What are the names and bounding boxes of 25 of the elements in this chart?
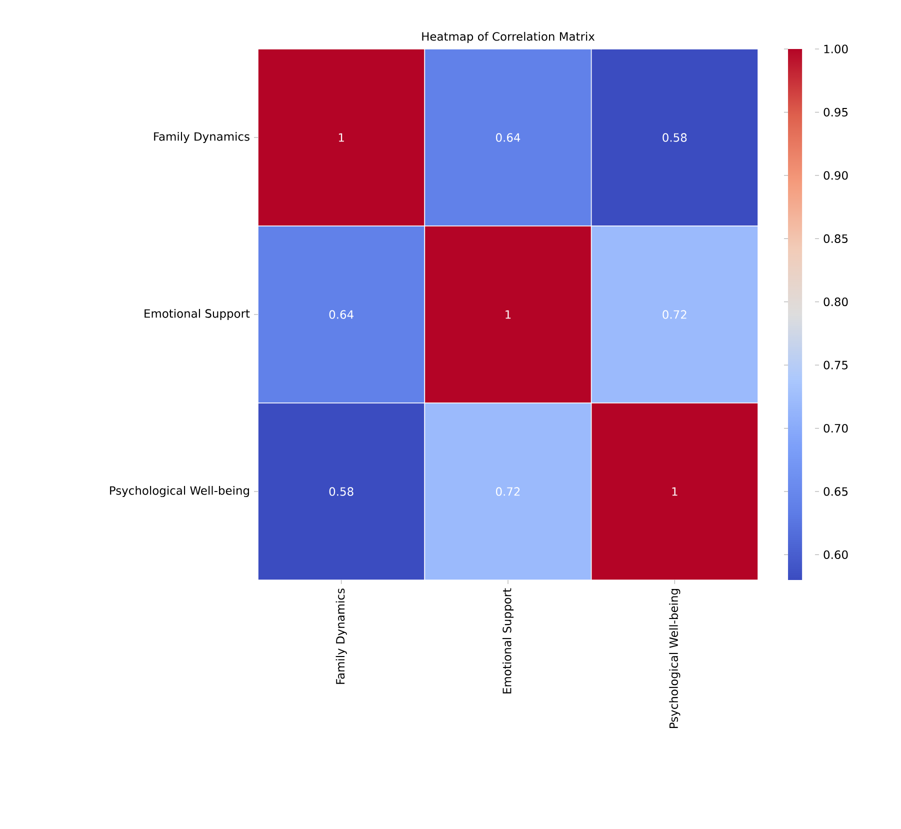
color-bar-label: 0.70 bbox=[824, 424, 848, 433]
data-label: 0.72 bbox=[662, 310, 686, 319]
data-label: 0.72 bbox=[496, 487, 520, 496]
x-tick-label: Emotional Support bbox=[502, 588, 514, 694]
chart-title: Heatmap of Correlation Matrix bbox=[422, 32, 595, 43]
y-tick-label: Psychological Well-being bbox=[110, 486, 249, 498]
y-tick-label: Family Dynamics bbox=[154, 132, 250, 144]
data-label: 0.64 bbox=[496, 133, 520, 142]
color-bar-label: 0.65 bbox=[824, 487, 848, 496]
data-label: 1 bbox=[338, 133, 344, 142]
color-bar-label: 0.75 bbox=[824, 360, 848, 370]
color-bar-label: 1.00 bbox=[824, 44, 848, 54]
color-bar-label: 0.90 bbox=[824, 171, 848, 180]
color-bar-label: 0.80 bbox=[824, 298, 848, 306]
data-label: 1 bbox=[672, 487, 678, 496]
data-label: 0.58 bbox=[329, 487, 354, 496]
x-tick-label: Family Dynamics bbox=[336, 588, 347, 684]
x-tick-label: Psychological Well-being bbox=[669, 589, 680, 728]
color-bar-label: 0.85 bbox=[824, 234, 848, 243]
data-label: 0.64 bbox=[329, 310, 354, 319]
color-bar-label: 0.95 bbox=[824, 108, 848, 117]
data-label: 1 bbox=[506, 310, 511, 319]
y-tick-label: Emotional Support bbox=[144, 308, 250, 320]
color-bar-label: 0.60 bbox=[824, 550, 848, 560]
data-label: 0.58 bbox=[662, 133, 687, 142]
